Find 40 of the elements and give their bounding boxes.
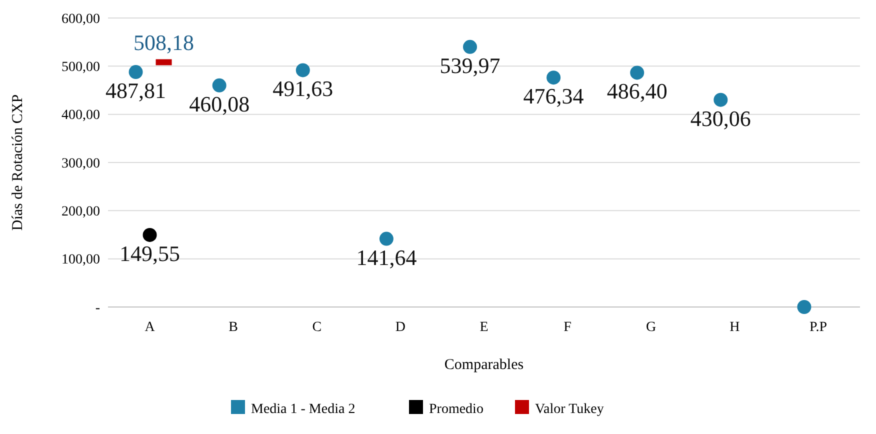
legend-label: Media 1 - Media 2	[251, 402, 356, 417]
y-tick-label: 600,00	[62, 12, 100, 27]
y-axis-title: Días de Rotación CXP	[10, 94, 26, 231]
data-label: 476,34	[523, 84, 584, 109]
data-label: 460,08	[189, 91, 250, 116]
data-label: 430,06	[690, 106, 751, 131]
x-tick-label: G	[646, 320, 656, 335]
y-tick-label: 500,00	[62, 60, 100, 76]
x-tick-label: F	[564, 320, 572, 335]
point	[797, 300, 812, 314]
data-label: 141,64	[356, 244, 417, 270]
point	[128, 65, 143, 80]
x-axis-title: Comparables	[444, 357, 524, 373]
data-label: 539,97	[440, 52, 500, 78]
point	[463, 40, 477, 54]
x-tick-label: H	[730, 320, 740, 335]
data-label: 149,55	[120, 240, 180, 266]
data-label: 508,18	[134, 30, 194, 56]
legend-label: Valor Tukey	[535, 402, 604, 417]
y-tick-label: 200,00	[62, 204, 100, 220]
legend-label: Promedio	[429, 402, 484, 417]
y-tick-label: 300,00	[62, 156, 100, 172]
x-tick-label: C	[312, 320, 322, 335]
y-tick-label: 100,00	[62, 252, 100, 268]
point	[379, 232, 394, 246]
x-tick-label: P.P	[809, 320, 828, 335]
point	[296, 63, 310, 78]
point	[630, 66, 644, 80]
x-tick-label: E	[480, 320, 488, 335]
point	[714, 92, 728, 107]
data-label: 491,63	[272, 76, 334, 102]
data-label: 487,81	[106, 78, 166, 104]
x-tick-label: D	[395, 320, 406, 335]
x-tick-label: B	[228, 320, 238, 335]
y-tick-label: -	[95, 300, 100, 316]
x-tick-label: A	[144, 320, 156, 335]
point	[546, 70, 561, 85]
data-label: 486,40	[606, 78, 668, 104]
y-tick-label: 400,00	[62, 108, 100, 124]
point	[212, 78, 226, 92]
